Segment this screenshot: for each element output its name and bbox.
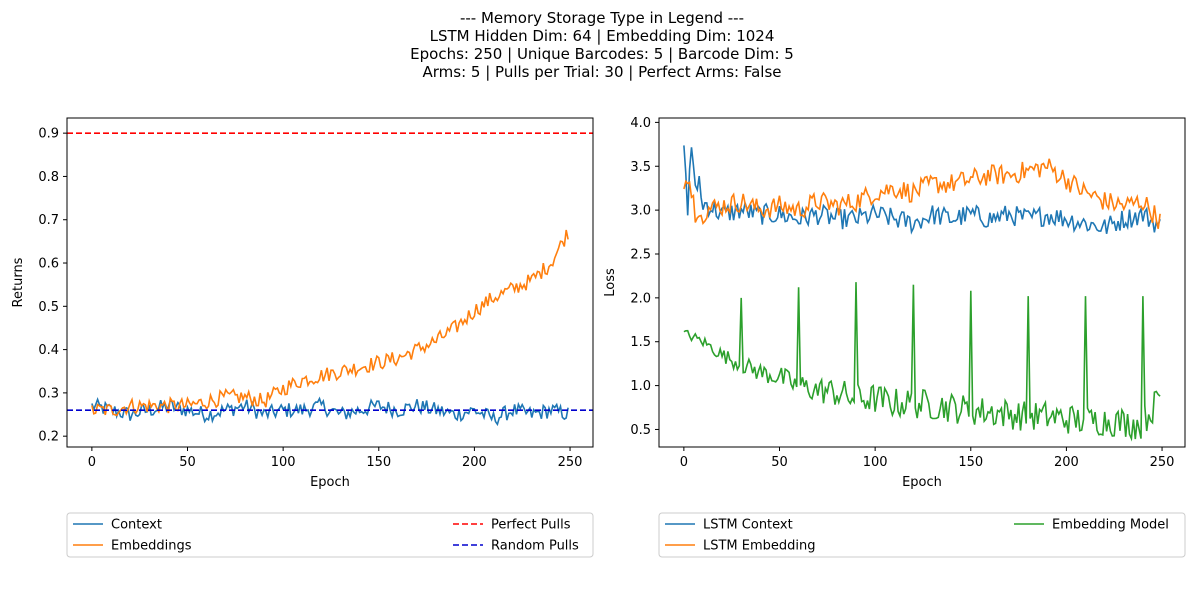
legend-label: Perfect Pulls (491, 518, 571, 533)
y-tick-label: 4.0 (630, 116, 651, 131)
legend: LSTM Context LSTM Embedding Embedding Mode… (658, 512, 1186, 558)
y-axis-label: Loss (603, 268, 618, 297)
plot-area (683, 145, 1161, 442)
x-tick-label: 250 (558, 455, 583, 470)
y-tick-label: 0.5 (630, 423, 651, 438)
legend-box (658, 512, 1186, 558)
x-tick-label: 200 (462, 455, 487, 470)
y-tick-label: 1.0 (630, 379, 651, 394)
legend: Context Embeddings Perfect Pulls Random Pul… (66, 512, 594, 558)
returns-chart: 0 50 100 150 200 250 0.2 0.3 0.4 0.5 0.6 0.7 0.8 0.9 E… (11, 117, 594, 558)
y-tick-label: 0.3 (38, 386, 59, 401)
x-axis-label: Epoch (902, 475, 942, 490)
x-axis-label: Epoch (310, 475, 350, 490)
y-tick-label: 0.5 (38, 300, 59, 315)
x-tick-label: 0 (680, 455, 688, 470)
loss-chart: 0 50 100 150 200 250 0.5 1.0 1.5 2.0 2.5 3.0 3.5 4.0 E… (603, 116, 1186, 558)
y-tick-label: 2.5 (630, 247, 651, 262)
x-tick-label: 50 (771, 455, 788, 470)
x-tick-label: 100 (271, 455, 296, 470)
y-tick-label: 0.6 (38, 257, 59, 272)
y-tick-label: 0.7 (38, 213, 59, 228)
legend-label: Random Pulls (491, 539, 579, 554)
y-tick-label: 0.9 (38, 127, 59, 142)
x-tick-label: 0 (88, 455, 96, 470)
x-tick-label: 200 (1054, 455, 1079, 470)
legend-label: LSTM Embedding (703, 539, 816, 554)
legend-label: Embeddings (111, 539, 192, 554)
y-tick-label: 3.5 (630, 160, 651, 175)
suptitle-line-3: Epochs: 250 | Unique Barcodes: 5 | Barco… (410, 45, 794, 63)
y-tick-label: 0.2 (38, 430, 59, 445)
legend-label: Embedding Model (1052, 518, 1169, 533)
suptitle-line-1: --- Memory Storage Type in Legend --- (460, 9, 744, 27)
x-tick-label: 150 (366, 455, 391, 470)
series-line-lstm-embedding (683, 158, 1161, 229)
series-line-embeddings (91, 229, 569, 417)
legend-label: LSTM Context (703, 518, 793, 533)
y-tick-label: 0.8 (38, 170, 59, 185)
axes-frame (658, 117, 1186, 448)
legend-box (66, 512, 594, 558)
suptitle: --- Memory Storage Type in Legend --- LS… (410, 9, 794, 81)
plot-area (67, 132, 593, 427)
suptitle-line-2: LSTM Hidden Dim: 64 | Embedding Dim: 102… (430, 27, 775, 45)
y-tick-label: 1.5 (630, 335, 651, 350)
y-tick-label: 3.0 (630, 204, 651, 219)
series-line-lstm-context (683, 145, 1161, 235)
x-tick-label: 50 (179, 455, 196, 470)
axes-frame (66, 117, 594, 448)
y-tick-label: 0.4 (38, 343, 59, 358)
suptitle-line-4: Arms: 5 | Pulls per Trial: 30 | Perfect … (423, 63, 782, 81)
x-tick-label: 100 (863, 455, 888, 470)
series-line-embedding-model (683, 282, 1161, 442)
y-tick-label: 2.0 (630, 291, 651, 306)
legend-label: Context (111, 518, 162, 533)
y-axis-label: Returns (11, 257, 26, 307)
x-tick-label: 150 (958, 455, 983, 470)
x-tick-label: 250 (1150, 455, 1175, 470)
